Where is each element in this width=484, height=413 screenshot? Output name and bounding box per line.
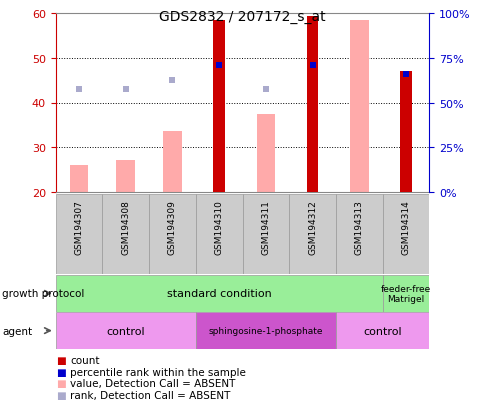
Bar xyxy=(56,313,196,349)
Text: GDS2832 / 207172_s_at: GDS2832 / 207172_s_at xyxy=(159,10,325,24)
Bar xyxy=(116,161,135,192)
Bar xyxy=(382,194,428,275)
Text: GSM194310: GSM194310 xyxy=(214,200,223,254)
Bar xyxy=(335,313,428,349)
Bar xyxy=(70,165,88,192)
Bar xyxy=(56,275,382,312)
Text: GSM194308: GSM194308 xyxy=(121,200,130,254)
Bar xyxy=(382,275,428,312)
Bar xyxy=(149,194,196,275)
Text: rank, Detection Call = ABSENT: rank, Detection Call = ABSENT xyxy=(70,390,230,400)
Text: ■: ■ xyxy=(56,390,65,400)
Bar xyxy=(213,21,225,192)
Text: control: control xyxy=(106,326,145,336)
Bar xyxy=(163,132,182,192)
Text: growth protocol: growth protocol xyxy=(2,289,85,299)
Text: agent: agent xyxy=(2,326,32,336)
Bar xyxy=(242,194,288,275)
Text: percentile rank within the sample: percentile rank within the sample xyxy=(70,367,246,377)
Text: ■: ■ xyxy=(56,355,65,365)
Text: GSM194307: GSM194307 xyxy=(75,200,83,254)
Text: control: control xyxy=(363,326,401,336)
Bar xyxy=(335,194,382,275)
Bar xyxy=(102,194,149,275)
Bar xyxy=(256,114,274,192)
Text: ■: ■ xyxy=(56,367,65,377)
Text: sphingosine-1-phosphate: sphingosine-1-phosphate xyxy=(208,326,322,335)
Text: ■: ■ xyxy=(56,378,65,388)
Text: GSM194311: GSM194311 xyxy=(261,200,270,254)
Text: count: count xyxy=(70,355,100,365)
Text: feeder-free
Matrigel: feeder-free Matrigel xyxy=(380,284,430,303)
Bar xyxy=(56,194,102,275)
Text: GSM194309: GSM194309 xyxy=(167,200,177,254)
Bar xyxy=(196,194,242,275)
Bar xyxy=(306,17,318,192)
Text: standard condition: standard condition xyxy=(166,289,271,299)
Text: value, Detection Call = ABSENT: value, Detection Call = ABSENT xyxy=(70,378,235,388)
Text: GSM194312: GSM194312 xyxy=(307,200,317,254)
Bar xyxy=(196,313,335,349)
Text: GSM194313: GSM194313 xyxy=(354,200,363,254)
Bar xyxy=(288,194,335,275)
Bar xyxy=(399,72,411,192)
Text: GSM194314: GSM194314 xyxy=(401,200,409,254)
Bar xyxy=(349,21,368,192)
